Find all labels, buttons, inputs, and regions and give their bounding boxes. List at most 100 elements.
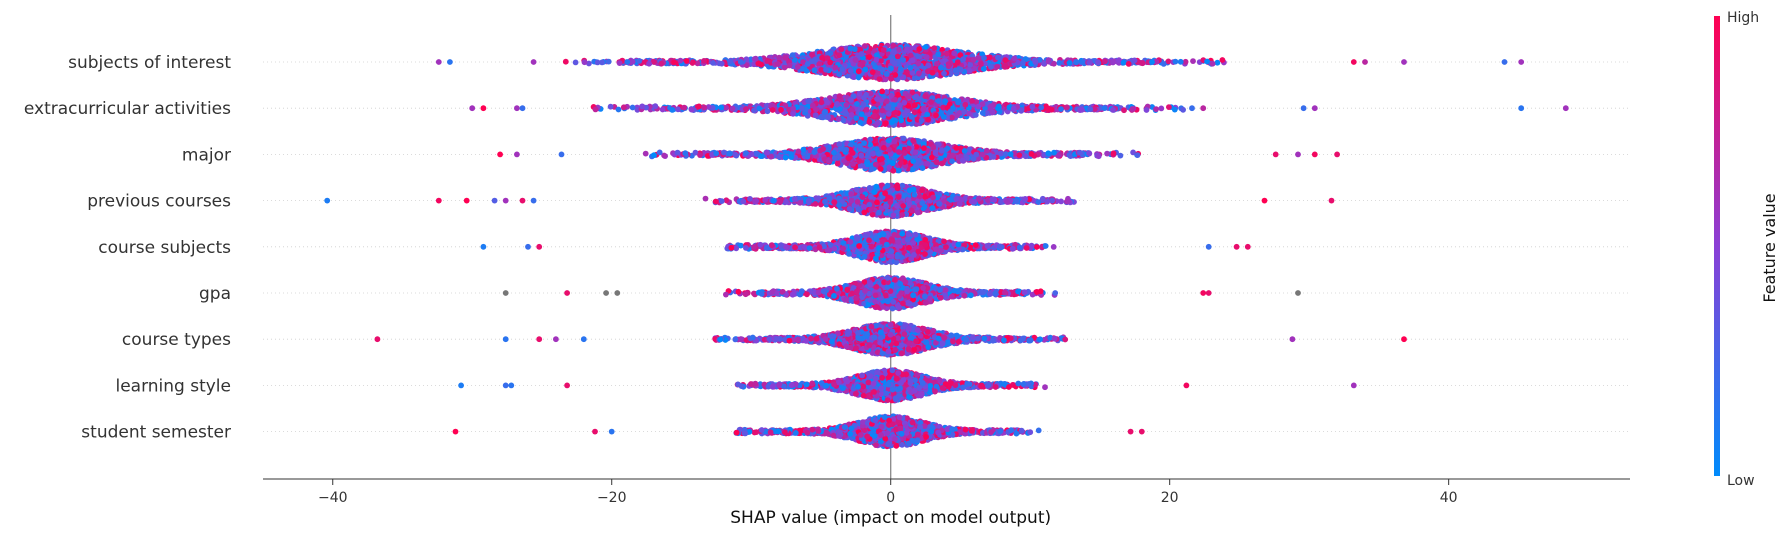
shap-point (912, 102, 918, 108)
shap-point (863, 106, 870, 113)
shap-point (713, 150, 720, 157)
shap-point (909, 57, 916, 64)
shap-point (921, 145, 927, 152)
shap-point (890, 167, 897, 174)
shap-point (839, 66, 846, 72)
shap-point (1095, 59, 1101, 66)
shap-point (764, 108, 771, 115)
shap-point (831, 149, 837, 156)
shap-point (1177, 58, 1184, 65)
shap-point (892, 109, 899, 116)
shap-point (892, 96, 898, 103)
shap-point (904, 107, 910, 114)
shap-point (1209, 60, 1216, 67)
shap-point (794, 63, 801, 70)
shap-point (1110, 150, 1117, 157)
shap-point (892, 72, 899, 78)
shap-point (868, 166, 875, 173)
shap-point (849, 107, 855, 113)
shap-point (1190, 58, 1196, 64)
shap-point (856, 158, 862, 165)
shap-point (994, 63, 1001, 70)
shap-point (629, 104, 636, 111)
shap-outlier-point (1300, 105, 1307, 112)
shap-point (721, 149, 727, 156)
shap-point (962, 101, 969, 108)
shap-point (629, 58, 636, 65)
shap-point (961, 148, 968, 154)
shap-point (834, 160, 841, 167)
shap-point (860, 101, 867, 108)
shap-point (675, 106, 681, 113)
shap-point (897, 66, 904, 72)
shap-point (1110, 59, 1116, 66)
shap-point (718, 104, 725, 111)
shap-point (836, 71, 843, 78)
shap-point (636, 58, 643, 64)
shap-point (1073, 59, 1079, 66)
shap-point (743, 106, 749, 112)
shap-point (822, 108, 829, 115)
shap-point (743, 150, 749, 157)
shap-point (913, 93, 920, 100)
shap-point (867, 136, 874, 143)
shap-point (930, 144, 937, 151)
shap-outlier-point (1334, 151, 1340, 158)
shap-point (856, 91, 863, 97)
shap-point (811, 67, 818, 74)
shap-point (908, 113, 915, 120)
shap-outlier-point (1501, 59, 1508, 65)
shap-point (973, 151, 980, 158)
shap-point (900, 57, 907, 63)
shap-point (922, 44, 929, 50)
shap-point (833, 101, 840, 108)
shap-point (938, 147, 945, 154)
shap-point (1101, 105, 1108, 111)
shap-point (997, 150, 1004, 157)
shap-point (987, 103, 994, 110)
shap-outlier-point (469, 105, 476, 112)
shap-point (792, 57, 798, 63)
shap-point (592, 106, 599, 113)
shap-point (904, 46, 910, 53)
shap-point (889, 119, 895, 125)
shap-point (690, 59, 696, 65)
shap-point (898, 159, 904, 166)
shap-point (732, 151, 739, 158)
shap-point (1020, 60, 1026, 66)
shap-point (1086, 150, 1092, 157)
shap-outlier-point (1295, 151, 1301, 158)
shap-point (916, 46, 923, 52)
shap-point (1032, 59, 1039, 65)
shap-point (1077, 149, 1083, 156)
shap-point (857, 119, 864, 126)
shap-outlier-point (1272, 151, 1279, 158)
shap-point (960, 56, 967, 63)
shap-point (943, 50, 950, 57)
shap-point (855, 68, 862, 75)
shap-point (1058, 106, 1064, 112)
shap-point (941, 70, 947, 77)
shap-point (1038, 104, 1045, 111)
shap-point (1129, 106, 1136, 112)
shap-point (900, 135, 907, 142)
shap-point (671, 59, 678, 65)
shap-point (910, 158, 917, 165)
shap-point (883, 98, 890, 105)
shap-outlier-point (558, 151, 565, 158)
shap-point (1120, 59, 1127, 66)
shap-point (1139, 60, 1146, 67)
shap-point (873, 56, 880, 63)
shap-point (972, 112, 979, 118)
shap-outlier-point (447, 59, 453, 65)
shap-point (1171, 106, 1178, 113)
shap-point (818, 113, 825, 120)
shap-point (901, 99, 908, 106)
shap-point (929, 69, 936, 76)
shap-point (823, 66, 829, 73)
shap-point (858, 152, 865, 159)
shap-outlier-point (1200, 105, 1207, 112)
shap-point (843, 146, 850, 153)
shap-point (800, 146, 807, 153)
